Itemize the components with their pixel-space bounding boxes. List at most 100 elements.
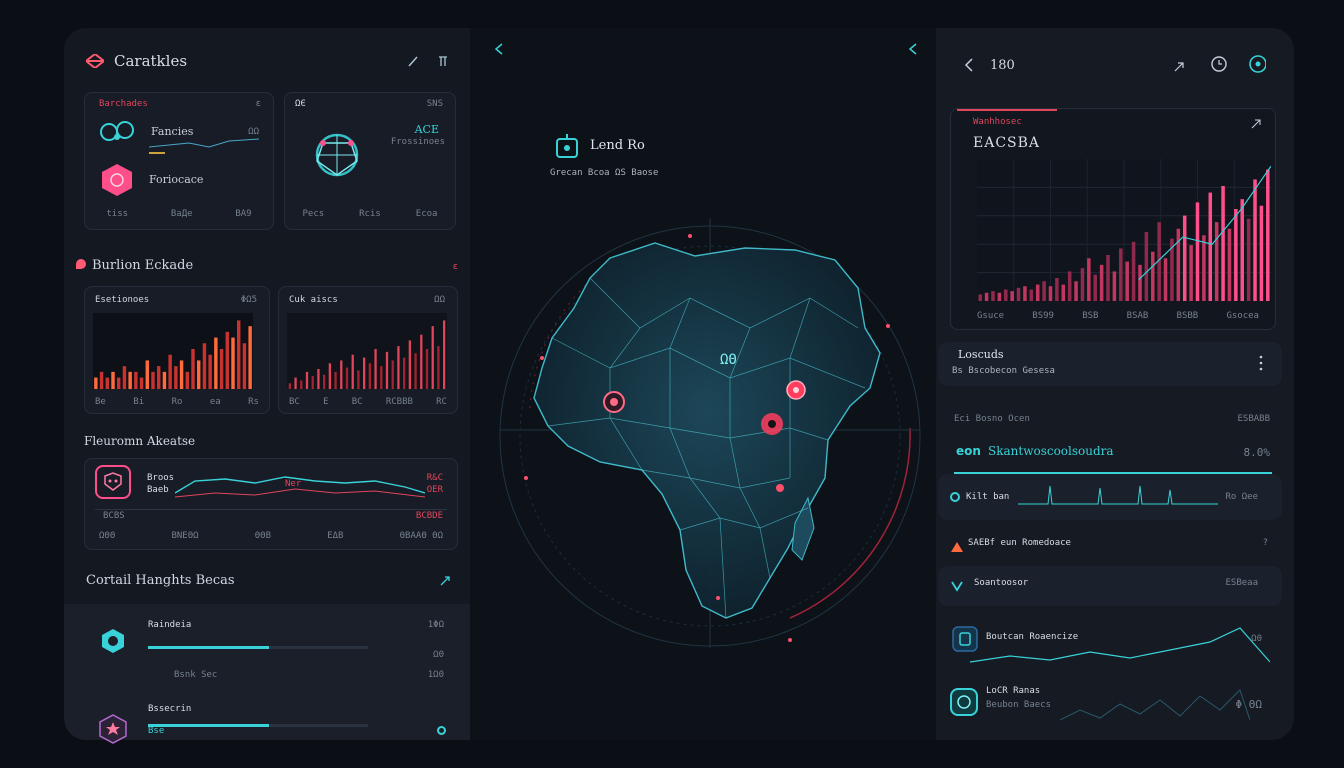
map-label: ΩΘ — [720, 352, 737, 368]
search-value: ESBeaa — [1225, 578, 1258, 588]
mini-label: Kilt ban — [966, 492, 1010, 502]
search-row[interactable]: Soantoosor ESBeaa — [938, 566, 1282, 606]
trend-line — [175, 476, 425, 498]
chart-bar — [1144, 232, 1149, 301]
chart-bar — [111, 371, 115, 389]
mini-sparkline — [1018, 485, 1218, 505]
chart-bar — [162, 371, 167, 389]
chart-bar — [1125, 261, 1129, 301]
chevron-left-icon[interactable] — [960, 56, 978, 74]
chart-title: Esetionoes — [95, 295, 150, 305]
chart-bar — [122, 366, 127, 389]
alert-marker: ? — [1262, 538, 1268, 548]
chart-bar — [984, 292, 989, 301]
stats-card-1[interactable]: Barchades ε Fancies ΩΩ Foriocace tiss Ba… — [84, 92, 274, 230]
map-marker-pin-icon[interactable] — [786, 380, 806, 400]
more-vertical-icon[interactable] — [1252, 354, 1270, 372]
bar-chart-1 — [93, 313, 253, 389]
target-icon[interactable] — [1248, 55, 1266, 73]
chart-bar — [425, 349, 429, 389]
edit-icon[interactable] — [404, 52, 422, 70]
clock-icon[interactable] — [1210, 55, 1228, 73]
tick-label: BSBB — [1176, 311, 1199, 321]
chart-bar — [1176, 228, 1181, 301]
card-header: Barchades — [99, 99, 148, 109]
line-value: Φ ΘΩ — [1235, 698, 1263, 711]
list-item[interactable]: Bssecrin Bse — [64, 700, 470, 760]
cpu-icon — [554, 134, 580, 164]
line-row-1[interactable]: Boutcan Roaencize Ω0 — [950, 620, 1276, 672]
chart-bar — [391, 360, 394, 389]
africa-map: ΩΘ — [499, 218, 921, 648]
section-title: Burlion Eckade — [92, 258, 194, 273]
tick-label: RCBBB — [385, 397, 413, 407]
chevron-down-icon — [950, 578, 964, 597]
chart-bar — [357, 370, 360, 389]
summary-sub: Bs Bscobecon Gesesa — [952, 366, 1055, 376]
mini-chart-row[interactable]: Kilt ban Ro Ωee — [938, 474, 1282, 520]
chart-bar — [431, 326, 434, 389]
chart-bar — [225, 331, 229, 389]
bar-chart-card-2[interactable]: Cuk aiscs ΩΩ BC E BC RCBBB RC — [278, 286, 458, 414]
chevron-left-icon[interactable] — [904, 40, 922, 58]
bar-chart-card-1[interactable]: Esetionoes ΦΩ5 Be Bi Ro ea Rs — [84, 286, 270, 414]
line-row-2[interactable]: LoCR Ranas Beubon Baecs Φ ΘΩ — [950, 678, 1276, 732]
chart-value: ΩΩ — [434, 295, 445, 305]
bar-chart-2 — [287, 313, 447, 389]
map-marker-pin-icon[interactable] — [761, 413, 783, 435]
window-icon[interactable] — [434, 52, 452, 70]
chart-bar — [197, 360, 201, 389]
footer-label: BaДe — [170, 209, 193, 219]
chart-title: EACSBA — [973, 135, 1041, 151]
item-label: Fancies — [151, 125, 194, 138]
power-icon — [950, 688, 978, 720]
chart-bar — [334, 371, 337, 389]
chart-bar — [420, 334, 423, 389]
chart-bar — [1240, 199, 1244, 301]
alert-icon — [950, 538, 964, 557]
header-value: 180 — [990, 58, 1015, 73]
section-title: Fleuromn Akeatse — [84, 434, 196, 448]
list-item-sub: Bsnk Sec — [174, 670, 218, 680]
chart-bar — [185, 371, 189, 389]
chevron-left-icon[interactable] — [490, 40, 508, 58]
chart-bar — [1170, 238, 1174, 301]
stats-card-2[interactable]: ΩЄ SNS ACE Frossinoes Pecs Rcis Ecoa — [284, 92, 456, 230]
list-item-name: Bssecrin — [148, 704, 192, 714]
row-label: BCBS — [103, 511, 125, 521]
flask-icon — [100, 628, 126, 658]
chart-bar — [374, 349, 377, 389]
left-panel: Caratkles Barchades ε Fancies ΩΩ Forioca… — [64, 28, 470, 744]
chart-bar — [1067, 271, 1072, 301]
chart-bar — [1061, 284, 1066, 301]
bar-chart-card-3[interactable]: Wanhhosec EACSBA Gsuce BS99 BSB BSAB BSB… — [950, 108, 1276, 330]
map-marker-pin-icon[interactable] — [603, 391, 625, 413]
arrow-icon[interactable] — [1170, 58, 1188, 76]
card-corner: SNS — [426, 99, 443, 109]
expand-icon[interactable] — [436, 572, 454, 590]
list-item[interactable]: Raindeia 1ΦΩ Ω0 — [64, 614, 470, 670]
chart-tag: Wanhhosec — [973, 117, 1022, 127]
chart-bar — [214, 337, 218, 389]
stat-row[interactable]: eon Skantwoscoolsoudra 8.0% — [954, 442, 1272, 474]
tick-label: BSB — [1082, 311, 1099, 321]
chart-bar — [1214, 222, 1219, 301]
chart-bar — [179, 360, 184, 389]
list-item[interactable]: Bsnk Sec 1Ω0 — [64, 666, 470, 700]
chart-bar — [1253, 179, 1257, 301]
expand-icon[interactable] — [1247, 115, 1265, 133]
card-header: ΩЄ — [295, 99, 306, 109]
section-title: Cortail Hanghts Becas — [86, 573, 235, 588]
chart-bar — [385, 351, 389, 389]
chart-bar — [1246, 218, 1251, 301]
trend-card[interactable]: Broos Baeb Ner R&C OER BCBS BCBDE ΩΘΘ ΒΝ… — [84, 458, 458, 550]
list-item-value: 1Ω0 — [427, 670, 444, 680]
chart-bar — [397, 346, 400, 389]
search-label: Soantoosor — [974, 578, 1029, 588]
chart-bar — [151, 371, 155, 389]
chart-bar — [328, 363, 331, 389]
footer-label: BA9 — [235, 209, 252, 219]
chart-bar — [1099, 264, 1104, 301]
summary-row[interactable]: Loscuds Bs Bscobecon Gesesa — [938, 342, 1282, 386]
chart-bar — [288, 383, 291, 389]
